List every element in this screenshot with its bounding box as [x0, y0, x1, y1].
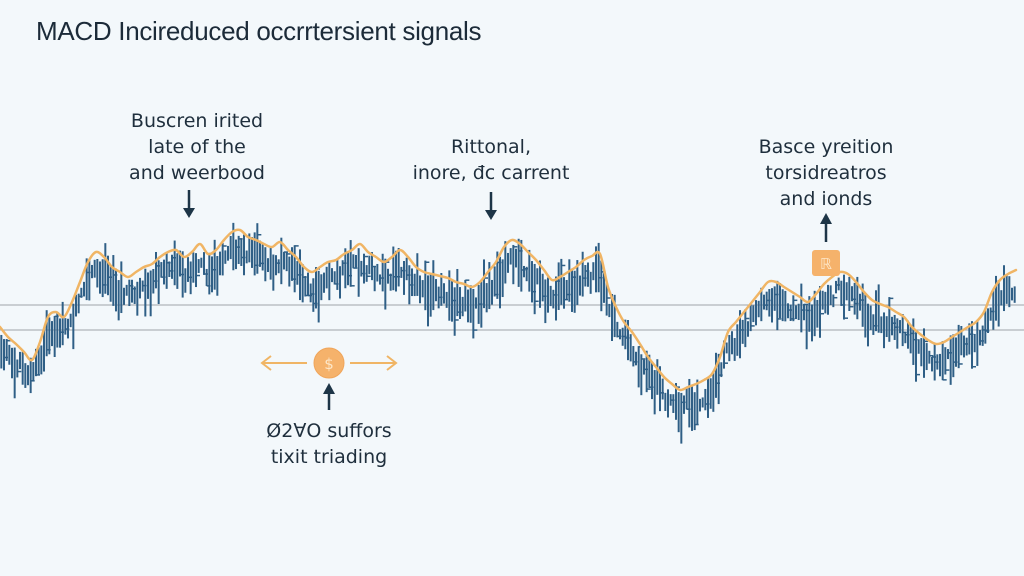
annotation-a1: Buscren irited late of the and weerbood	[112, 108, 282, 186]
annotation-a4-line-1: Ø2∀O suffors	[266, 420, 392, 442]
marker-glyph: ℝ	[820, 255, 832, 273]
signal-curve	[0, 228, 1018, 392]
coin-icon: $	[313, 347, 345, 379]
left-arrow-icon	[260, 355, 307, 371]
arrow-down-a1	[183, 190, 195, 218]
annotation-a1-line-2: late of the	[148, 136, 246, 158]
annotation-a3: Basce yreition torsidreatros and ionds	[740, 134, 912, 212]
annotation-a1-line-1: Buscren irited	[130, 110, 264, 132]
annotation-a2-line-2: inore, đc carrent	[412, 162, 570, 184]
annotation-a2: Rittonal, inore, đc carrent	[386, 134, 596, 186]
coin-glyph: $	[324, 355, 334, 373]
annotation-a1-line-3: and weerbood	[129, 162, 265, 184]
arrow-up-a3	[820, 213, 832, 242]
chart-title: MACD Incireduced occrrtersient signals	[36, 16, 482, 46]
arrow-down-a2	[485, 192, 497, 220]
annotation-a2-line-1: Rittonal,	[450, 136, 531, 158]
annotation-a3-line-1: Basce yreition	[758, 136, 894, 158]
annotation-a3-line-3: and ionds	[779, 188, 873, 210]
right-arrow-icon	[350, 355, 398, 371]
annotation-a4: Ø2∀O suffors tixit triading	[240, 418, 418, 470]
annotation-a3-line-2: torsidreatros	[765, 162, 887, 184]
annotation-a4-line-2: tixit triading	[270, 446, 388, 468]
arrow-up-a4	[323, 383, 335, 410]
square-marker-icon: ℝ	[812, 250, 840, 276]
